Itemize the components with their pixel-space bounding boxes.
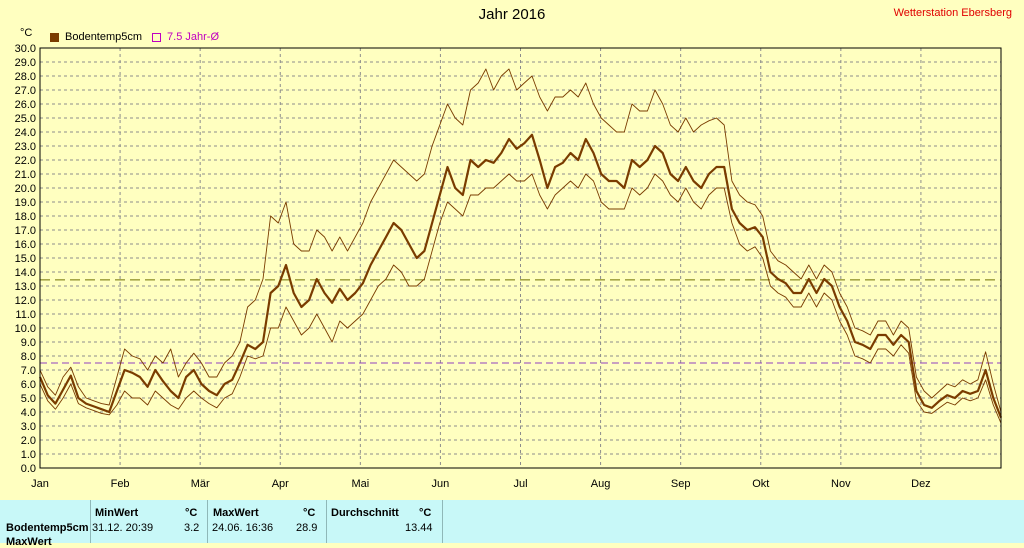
stats-min-value: 3.2 — [184, 522, 200, 534]
stats-header-unit: °C — [303, 507, 316, 519]
y-tick-label: 29.0 — [15, 57, 36, 69]
x-tick-label: Mai — [351, 478, 369, 490]
x-tick-label: Sep — [671, 478, 691, 490]
y-tick-label: 0.0 — [21, 463, 36, 475]
stats-header-max: MaxWert — [213, 507, 259, 519]
y-tick-label: 21.0 — [15, 169, 36, 181]
y-tick-label: 26.0 — [15, 99, 36, 111]
stats-panel: MinWert °C MaxWert °C Durchschnitt °C Bo… — [0, 500, 1024, 548]
y-tick-label: 6.0 — [21, 379, 36, 391]
x-tick-label: Apr — [272, 478, 289, 490]
y-tick-label: 24.0 — [15, 127, 36, 139]
y-tick-label: 4.0 — [21, 407, 36, 419]
y-tick-label: 16.0 — [15, 239, 36, 251]
y-tick-label: 11.0 — [15, 309, 36, 321]
y-tick-label: 22.0 — [15, 155, 36, 167]
station-name: Wetterstation Ebersberg — [893, 7, 1012, 19]
x-tick-label: Mär — [191, 478, 210, 490]
stats-max-time: 24.06. 16:36 — [212, 522, 274, 534]
x-tick-label: Feb — [111, 478, 130, 490]
y-axis-labels: 0.0 1.0 2.0 3.0 4.0 5.0 6.0 7.0 8.0 9.0 10.0 11.0 12… — [15, 43, 36, 475]
y-tick-label: 18.0 — [15, 211, 36, 223]
stats-row2-label: MaxWert — [6, 536, 52, 548]
y-tick-label: 23.0 — [15, 141, 36, 153]
y-tick-label: 7.0 — [21, 365, 36, 377]
stats-header-unit: °C — [419, 507, 432, 519]
grid — [40, 47, 1001, 469]
y-tick-label: 1.0 — [21, 449, 36, 461]
chart: 0.0 1.0 2.0 3.0 4.0 5.0 6.0 7.0 8.0 9.0 10.0 11.0 12… — [15, 43, 1003, 490]
stats-divider — [326, 500, 327, 543]
plot-frame — [39, 47, 1002, 469]
y-axis-unit: °C — [20, 27, 33, 39]
series-line-min — [39, 173, 1002, 424]
y-tick-label: 14.0 — [15, 267, 36, 279]
y-tick-label: 9.0 — [21, 337, 36, 349]
series-line-max — [39, 68, 1002, 413]
x-tick-label: Jul — [513, 478, 527, 490]
legend-swatch-series — [50, 32, 59, 42]
legend: Bodentemp5cm 7.5 Jahr-Ø — [50, 31, 219, 43]
stats-max-value: 28.9 — [296, 522, 318, 534]
y-tick-label: 28.0 — [15, 71, 36, 83]
legend-label-average: 7.5 Jahr-Ø — [167, 31, 220, 43]
stats-min-time: 31.12. 20:39 — [92, 522, 154, 534]
legend-swatch-average — [152, 32, 162, 42]
y-tick-label: 25.0 — [15, 113, 36, 125]
reference-lines — [40, 279, 1001, 364]
x-tick-label: Jan — [31, 478, 49, 490]
y-tick-label: 5.0 — [21, 393, 36, 405]
stats-header-min: MinWert — [95, 507, 139, 519]
y-tick-label: 12.0 — [15, 295, 36, 307]
x-tick-label: Nov — [831, 478, 851, 490]
y-tick-label: 2.0 — [21, 435, 36, 447]
y-tick-label: 15.0 — [15, 253, 36, 265]
series-line-main — [38, 133, 1003, 419]
stats-row-label: Bodentemp5cm — [6, 522, 89, 534]
y-tick-label: 20.0 — [15, 183, 36, 195]
stats-divider — [442, 500, 443, 543]
y-tick-label: 30.0 — [15, 43, 36, 55]
stats-divider — [207, 500, 208, 543]
data-series — [38, 68, 1003, 424]
y-tick-label: 10.0 — [15, 323, 36, 335]
legend-label-series: Bodentemp5cm — [65, 31, 143, 43]
y-tick-label: 17.0 — [15, 225, 36, 237]
chart-title: Jahr 2016 — [478, 6, 546, 23]
stats-divider — [90, 500, 91, 543]
x-tick-label: Aug — [591, 478, 611, 490]
x-tick-label: Jun — [432, 478, 450, 490]
x-tick-label: Dez — [911, 478, 931, 490]
y-tick-label: 8.0 — [21, 351, 36, 363]
y-tick-label: 13.0 — [15, 281, 36, 293]
stats-header-unit: °C — [185, 507, 198, 519]
y-tick-label: 27.0 — [15, 85, 36, 97]
y-tick-label: 3.0 — [21, 421, 36, 433]
stats-avg-value: 13.44 — [405, 522, 433, 534]
x-axis-labels: Jan Feb Mär Apr Mai Jun Jul Aug Sep Okt Nov Dez — [31, 478, 931, 490]
y-tick-label: 19.0 — [15, 197, 36, 209]
x-tick-label: Okt — [752, 478, 769, 490]
stats-header-avg: Durchschnitt — [331, 507, 399, 519]
